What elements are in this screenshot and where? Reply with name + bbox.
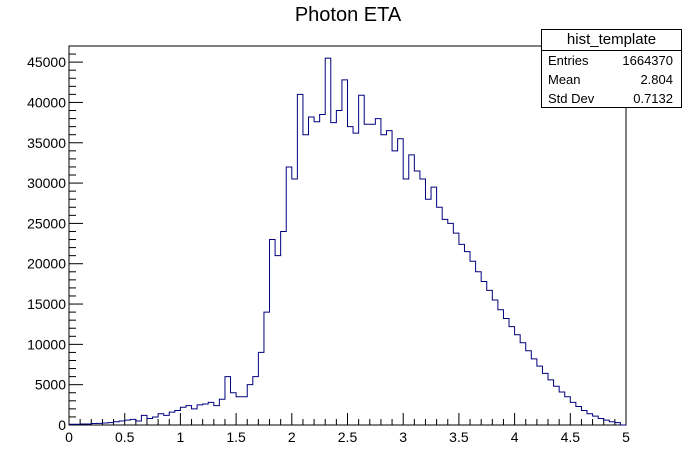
x-tick-label: 1 [177, 429, 185, 445]
y-tick-label: 5000 [35, 377, 66, 393]
stats-row-entries: Entries 1664370 [542, 51, 681, 70]
x-tick-label: 4.5 [561, 429, 581, 445]
stats-value: 0.7132 [633, 91, 673, 106]
stats-row-mean: Mean 2.804 [542, 70, 681, 89]
y-tick-label: 0 [58, 417, 66, 433]
y-tick-label: 25000 [27, 215, 66, 231]
x-tick-label: 5 [622, 429, 630, 445]
stats-label: Entries [548, 53, 589, 68]
y-tick-label: 45000 [27, 54, 66, 70]
stats-value: 1664370 [622, 53, 673, 68]
y-tick-label: 15000 [27, 296, 66, 312]
stats-value: 2.804 [640, 72, 673, 87]
x-tick-label: 2.5 [338, 429, 358, 445]
stats-row-stddev: Std Dev 0.7132 [542, 89, 681, 108]
x-tick-label: 4 [511, 429, 519, 445]
y-tick-label: 40000 [27, 94, 66, 110]
x-tick-label: 3.5 [449, 429, 469, 445]
x-tick-label: 2 [288, 429, 296, 445]
stats-box-title: hist_template [542, 30, 681, 51]
histogram-series [69, 57, 626, 426]
y-tick-label: 30000 [27, 175, 66, 191]
x-tick-label: 3 [399, 429, 407, 445]
x-tick-label: 0 [65, 429, 73, 445]
x-tick-label: 0.5 [115, 429, 135, 445]
stats-label: Mean [548, 72, 581, 87]
y-tick-label: 20000 [27, 256, 66, 272]
chart-title: Photon ETA [294, 4, 402, 26]
stats-label: Std Dev [548, 91, 595, 106]
x-tick-label: 1.5 [226, 429, 246, 445]
stats-box: hist_template Entries 1664370 Mean 2.804… [541, 29, 682, 108]
y-tick-label: 10000 [27, 336, 66, 352]
y-tick-label: 35000 [27, 135, 66, 151]
